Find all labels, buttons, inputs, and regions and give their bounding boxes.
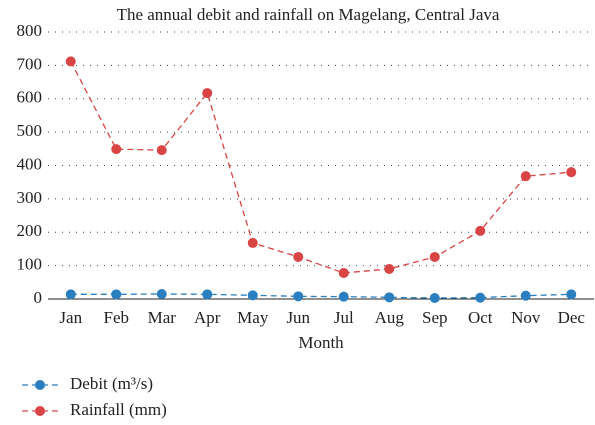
- data-point: [65, 289, 76, 300]
- y-tick-label: 200: [17, 221, 43, 240]
- x-tick-label: Jun: [286, 308, 310, 327]
- y-tick-label: 600: [17, 88, 43, 107]
- data-point: [111, 144, 122, 155]
- x-tick-label: Oct: [468, 308, 493, 327]
- data-point: [65, 56, 76, 67]
- x-tick-label: Feb: [104, 308, 130, 327]
- data-point: [247, 290, 258, 301]
- series-line: [70, 293, 572, 299]
- x-tick-label: Apr: [194, 308, 221, 327]
- y-tick-label: 0: [34, 288, 43, 307]
- series-line: [70, 61, 572, 274]
- data-point: [338, 267, 349, 278]
- data-point: [156, 288, 167, 299]
- x-tick-label: Sep: [422, 308, 448, 327]
- y-tick-label: 400: [17, 154, 43, 173]
- legend-label: Rainfall (mm): [70, 400, 167, 419]
- data-point: [566, 167, 577, 178]
- legend-label: Debit (m³/s): [70, 374, 153, 393]
- x-tick-label: Aug: [375, 308, 405, 327]
- data-point: [475, 225, 486, 236]
- x-tick-label: Nov: [511, 308, 541, 327]
- data-point: [293, 251, 304, 262]
- x-tick-label: Dec: [558, 308, 586, 327]
- data-point: [247, 237, 258, 248]
- data-point: [111, 289, 122, 300]
- legend-marker: [35, 406, 45, 416]
- data-point: [202, 289, 213, 300]
- x-tick-label: May: [237, 308, 269, 327]
- data-point: [520, 171, 531, 182]
- data-point: [384, 292, 395, 303]
- data-point: [429, 292, 440, 303]
- chart-title: The annual debit and rainfall on Magelan…: [117, 5, 500, 24]
- y-tick-label: 700: [17, 54, 43, 73]
- data-point: [156, 145, 167, 156]
- data-point: [520, 290, 531, 301]
- x-tick-label: Jul: [334, 308, 354, 327]
- y-tick-label: 100: [17, 255, 43, 274]
- y-tick-label: 500: [17, 121, 43, 140]
- data-point: [338, 291, 349, 302]
- legend-marker: [35, 380, 45, 390]
- data-point: [566, 289, 577, 300]
- data-point: [429, 251, 440, 262]
- y-tick-label: 800: [17, 21, 43, 40]
- data-point: [202, 88, 213, 99]
- data-point: [475, 292, 486, 303]
- x-axis-label: Month: [298, 333, 344, 352]
- data-point: [384, 263, 395, 274]
- y-tick-label: 300: [17, 188, 43, 207]
- x-tick-label: Jan: [59, 308, 82, 327]
- data-point: [293, 291, 304, 302]
- x-tick-label: Mar: [148, 308, 177, 327]
